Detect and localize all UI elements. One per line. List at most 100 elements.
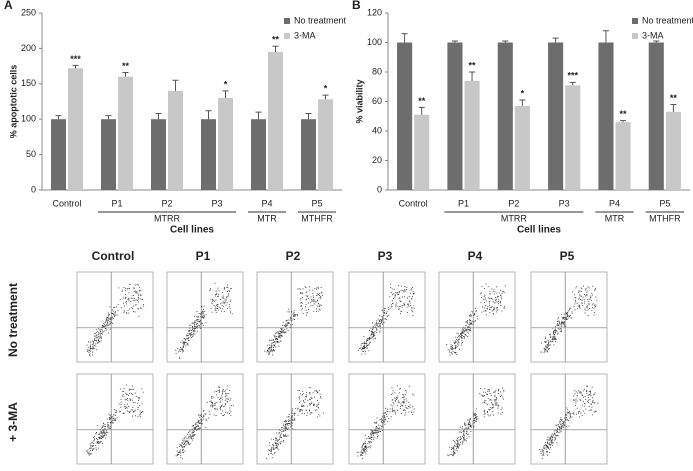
event-dot (594, 402, 595, 403)
event-dot (320, 296, 321, 297)
group-label: MTR (605, 213, 625, 223)
event-dot (284, 332, 285, 333)
event-dot (496, 399, 497, 400)
event-dot (561, 419, 562, 420)
event-dot (278, 335, 279, 336)
event-dot (104, 330, 105, 331)
event-dot (196, 316, 197, 317)
event-dot (393, 298, 394, 299)
event-dot (285, 424, 286, 425)
event-dot (222, 397, 223, 398)
event-dot (469, 316, 470, 317)
event-dot (196, 319, 197, 320)
event-dot (405, 405, 406, 406)
event-dot (203, 318, 204, 319)
event-dot (462, 436, 463, 437)
event-dot (371, 430, 372, 431)
event-dot (403, 303, 404, 304)
event-dot (483, 392, 484, 393)
event-dot (378, 431, 379, 432)
event-dot (560, 324, 561, 325)
event-dot (453, 452, 454, 453)
event-dot (580, 296, 581, 297)
event-dot (276, 432, 277, 433)
event-dot (139, 405, 140, 406)
event-dot (575, 298, 576, 299)
event-dot (373, 333, 374, 334)
event-dot (462, 342, 463, 343)
event-dot (103, 326, 104, 327)
event-dot (362, 449, 363, 450)
event-dot (97, 442, 98, 443)
event-dot (281, 433, 282, 434)
event-dot (214, 301, 215, 302)
event-dot (182, 458, 183, 459)
event-dot (300, 411, 301, 412)
event-dot (574, 390, 575, 391)
x-tick-label: P4 (261, 198, 272, 208)
event-dot (492, 404, 493, 405)
event-dot (544, 349, 545, 350)
event-dot (103, 323, 104, 324)
y-tick-label: 120 (367, 7, 382, 17)
event-dot (184, 440, 185, 441)
event-dot (203, 325, 204, 326)
event-dot (188, 444, 189, 445)
event-dot (305, 306, 306, 307)
event-dot (130, 411, 131, 412)
event-dot (128, 292, 129, 293)
event-dot (545, 338, 546, 339)
event-dot (284, 426, 285, 427)
event-dot (371, 434, 372, 435)
event-dot (126, 303, 127, 304)
event-dot (591, 407, 592, 408)
event-dot (581, 296, 582, 297)
event-dot (269, 450, 270, 451)
event-dot (132, 416, 133, 417)
event-dot (87, 452, 88, 453)
event-dot (92, 446, 93, 447)
event-dot (293, 313, 294, 314)
bar (68, 68, 83, 190)
event-dot (275, 339, 276, 340)
event-dot (384, 308, 385, 309)
event-dot (570, 415, 571, 416)
event-dot (552, 445, 553, 446)
event-dot (177, 447, 178, 448)
event-dot (303, 393, 304, 394)
event-dot (223, 295, 224, 296)
event-dot (300, 393, 301, 394)
event-dot (374, 325, 375, 326)
legend-swatch (284, 18, 290, 24)
event-dot (587, 401, 588, 402)
event-dot (395, 400, 396, 401)
panel-label: A (4, 0, 13, 12)
event-dot (401, 404, 402, 405)
event-dot (590, 298, 591, 299)
event-dot (397, 410, 398, 411)
event-dot (227, 398, 228, 399)
event-dot (395, 296, 396, 297)
event-dot (550, 344, 551, 345)
event-dot (559, 321, 560, 322)
event-dot (130, 399, 131, 400)
y-tick-label: 50 (26, 149, 36, 159)
event-dot (489, 291, 490, 292)
legend-label: No treatment (642, 15, 693, 25)
event-dot (188, 338, 189, 339)
event-dot (543, 454, 544, 455)
event-dot (139, 398, 140, 399)
event-dot (227, 302, 228, 303)
event-dot (495, 403, 496, 404)
event-dot (203, 410, 204, 411)
event-dot (451, 346, 452, 347)
event-dot (183, 438, 184, 439)
event-dot (548, 346, 549, 347)
event-dot (310, 399, 311, 400)
event-dot (577, 408, 578, 409)
event-dot (550, 341, 551, 342)
event-dot (462, 442, 463, 443)
event-dot (384, 417, 385, 418)
event-dot (306, 415, 307, 416)
event-dot (109, 428, 110, 429)
